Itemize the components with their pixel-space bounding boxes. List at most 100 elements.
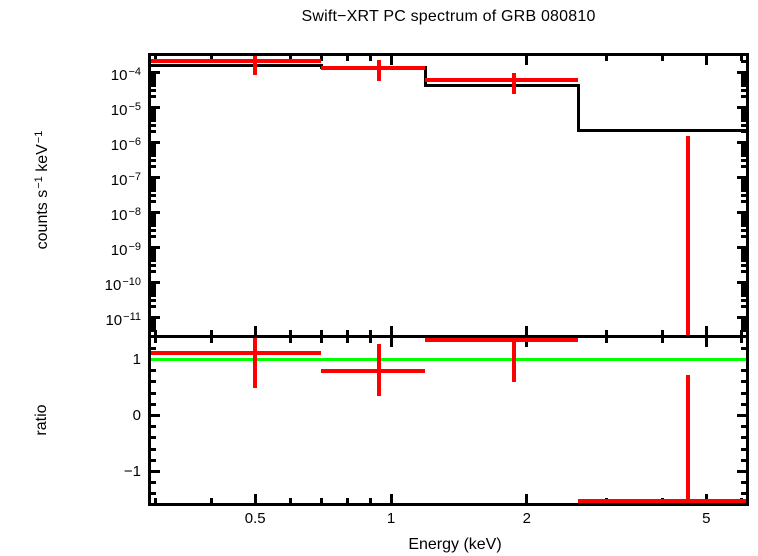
x-tick [210,330,214,335]
y-tick [737,414,746,417]
y-tick [151,228,156,232]
data-errorbar-v [511,72,516,95]
y-tick [151,294,156,298]
y-tick [151,175,160,179]
y-tick [151,221,156,225]
x-tick [604,338,608,343]
y-tick [741,247,746,251]
y-tick [741,304,746,308]
x-tick [389,326,393,335]
y-tick [741,224,746,228]
x-tick [368,338,372,343]
data-errorbar-h [321,66,426,71]
y-tick [151,269,156,273]
y-tick [741,248,746,252]
y-tick [151,116,156,120]
y-tick [151,108,156,112]
y-tick [151,447,156,451]
y-tick [741,94,746,98]
y-tick-label: 10−7 [110,171,141,189]
x-tick [704,326,708,335]
y-tick [151,458,156,462]
x-tick [319,338,323,343]
ratio-data-layer [151,338,746,503]
y-tick [741,189,746,193]
y-tick [741,142,746,146]
y-tick [151,247,156,251]
y-tick [741,323,746,327]
x-tick [368,498,372,503]
y-tick [741,110,746,114]
y-tick [151,315,160,319]
y-tick [151,151,156,155]
y-tick [741,107,746,111]
x-tick [319,56,323,61]
x-tick [289,338,293,343]
reference-line [151,358,746,361]
y-tick [741,213,746,217]
ratio-errorbar-v [685,374,690,503]
ratio-errorbar-h [151,351,322,356]
y-tick [741,320,746,324]
y-tick [741,256,746,260]
x-tick [604,330,608,335]
y-tick [151,425,156,429]
x-tick [525,326,529,335]
y-tick [151,224,156,228]
y-tick [741,123,746,127]
y-tick [741,193,746,197]
y-tick [741,221,746,225]
y-tick [151,129,156,133]
y-tick [151,318,156,322]
y-tick-label: 10−4 [110,66,141,84]
y-tick [151,94,156,98]
y-tick [741,317,746,321]
energy-axis-label: Energy (keV) [408,536,502,553]
y-tick-label: 0 [132,406,141,424]
model-step-riser [423,66,427,87]
y-tick [151,283,156,287]
y-tick [741,259,746,263]
y-tick [151,317,156,321]
y-tick [741,145,746,149]
y-tick [151,154,156,158]
x-tick [740,330,744,335]
y-tick [151,186,156,190]
y-tick [151,78,156,82]
y-tick [741,212,746,216]
x-tick-label: 2 [522,510,531,527]
y-tick [151,323,156,327]
x-tick [389,338,393,347]
y-tick [741,326,746,330]
y-tick [151,291,156,295]
y-tick [737,175,746,179]
y-tick [741,151,746,155]
y-tick-label: 10−10 [104,276,141,294]
x-tick [319,330,323,335]
x-tick [525,56,529,65]
model-step-line [425,83,579,87]
x-tick [525,338,529,347]
y-tick-label: 10−5 [110,101,141,119]
y-tick [741,369,746,373]
y-tick [151,288,156,292]
y-tick [151,285,156,289]
y-tick [151,119,156,123]
ratio-errorbar-h [578,498,746,503]
y-tick [151,414,160,417]
y-tick-label: 10−11 [105,311,141,329]
x-tick [289,330,293,335]
y-tick [151,180,156,184]
y-tick [151,248,156,252]
y-tick-label: 10−9 [110,241,141,259]
y-tick [741,285,746,289]
y-tick [741,492,746,496]
y-tick [151,218,156,222]
y-tick [151,282,156,286]
y-tick [151,123,156,127]
ratio-panel [148,335,749,506]
y-tick [737,470,746,473]
x-tick [661,56,665,61]
ratio-errorbar-v [511,338,516,383]
